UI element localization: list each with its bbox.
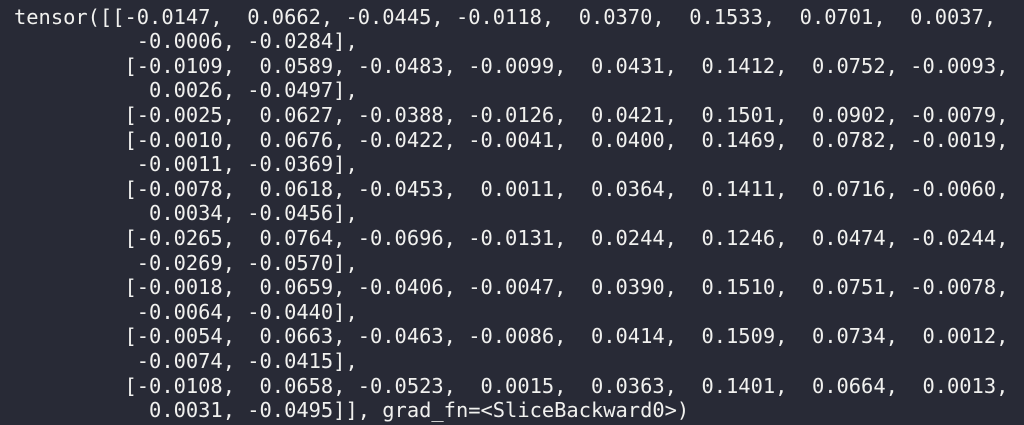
output-line: [-0.0018, 0.0659, -0.0406, -0.0047, 0.03… (14, 275, 1009, 299)
output-line: [-0.0265, 0.0764, -0.0696, -0.0131, 0.02… (14, 226, 1009, 250)
output-line: [-0.0109, 0.0589, -0.0483, -0.0099, 0.04… (14, 54, 1009, 78)
output-line: 0.0026, -0.0497], (14, 78, 358, 102)
output-line: -0.0074, -0.0415], (14, 349, 358, 373)
output-line: [-0.0054, 0.0663, -0.0463, -0.0086, 0.04… (14, 324, 1009, 348)
output-line: [-0.0078, 0.0618, -0.0453, 0.0011, 0.036… (14, 177, 1009, 201)
output-line: [-0.0010, 0.0676, -0.0422, -0.0041, 0.04… (14, 128, 1009, 152)
output-line: -0.0006, -0.0284], (14, 29, 358, 53)
output-line: [-0.0108, 0.0658, -0.0523, 0.0015, 0.036… (14, 374, 1009, 398)
output-line: -0.0011, -0.0369], (14, 152, 358, 176)
output-line: 0.0034, -0.0456], (14, 201, 358, 225)
output-line: -0.0064, -0.0440], (14, 300, 358, 324)
output-line: 0.0031, -0.0495]], grad_fn=<SliceBackwar… (14, 398, 690, 422)
output-line: -0.0269, -0.0570], (14, 251, 358, 275)
output-line: [-0.0025, 0.0627, -0.0388, -0.0126, 0.04… (14, 103, 1009, 127)
output-line: tensor([[-0.0147, 0.0662, -0.0445, -0.01… (14, 5, 997, 29)
